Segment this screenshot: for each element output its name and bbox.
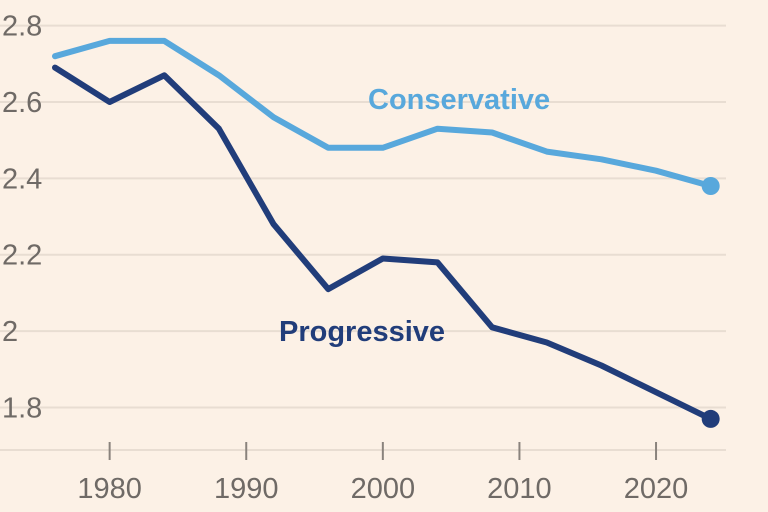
y-tick-label: 2.8 [2, 11, 42, 43]
series-line-progressive [52, 64, 714, 422]
y-tick-label: 1.8 [2, 392, 42, 424]
series-lines [52, 37, 720, 428]
x-tick-label: 2000 [351, 473, 416, 505]
y-tick-label: 2.2 [2, 240, 42, 272]
y-tick-label: 2 [2, 316, 18, 348]
end-point-progressive [701, 409, 720, 428]
x-axis-ticks [108, 442, 658, 460]
x-tick-label: 2020 [624, 473, 689, 505]
y-tick-label: 2.6 [2, 87, 42, 119]
series-label-conservative: Conservative [368, 84, 550, 116]
gridlines [0, 24, 726, 451]
x-tick-label: 1990 [214, 473, 279, 505]
x-tick-label: 2010 [487, 473, 552, 505]
series-label-progressive: Progressive [279, 316, 445, 348]
x-tick-label: 1980 [77, 473, 142, 505]
tick-labels: 1.8 2 2.2 2.4 2.6 2.8 1980 1990 2000 2010 2020 [2, 11, 688, 505]
series-line-conservative [52, 37, 714, 189]
y-tick-label: 2.4 [2, 163, 42, 195]
end-point-conservative [701, 177, 720, 195]
